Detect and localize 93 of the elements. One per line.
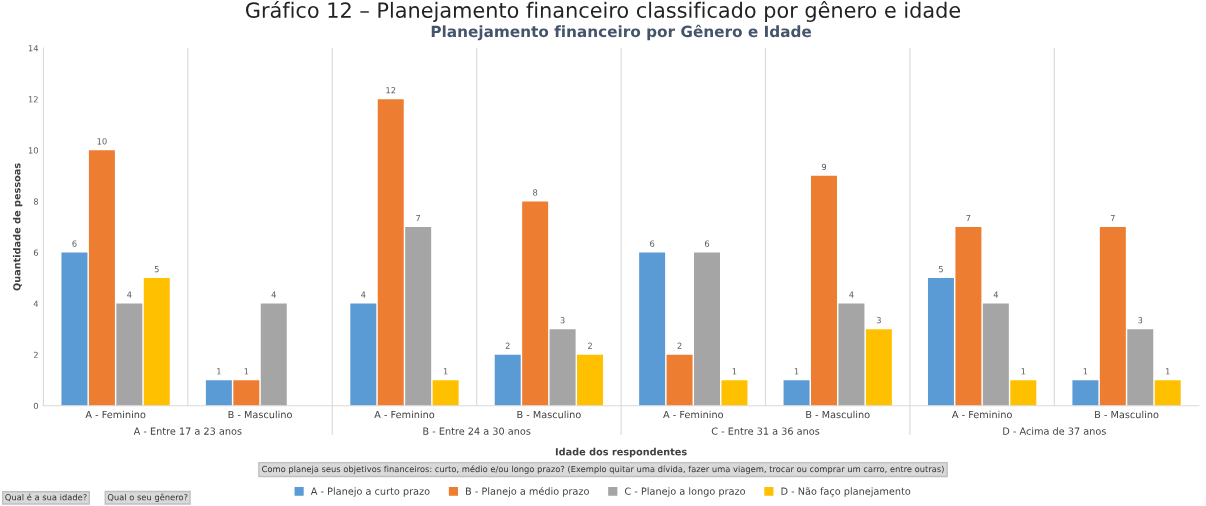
data-label: 7 <box>966 214 971 222</box>
data-label: 4 <box>993 291 999 298</box>
data-label: 3 <box>560 317 565 324</box>
legend-label: A - Planejo a curto prazo <box>310 487 430 497</box>
bar <box>549 329 576 406</box>
text: Qual é a sua idade? <box>5 493 87 502</box>
y-tick-label: 4 <box>33 300 39 307</box>
data-label: 1 <box>1021 368 1026 375</box>
data-label: 5 <box>154 266 159 273</box>
y-tick-label: 6 <box>33 249 39 256</box>
bar <box>666 354 693 406</box>
bar <box>783 380 810 406</box>
bar <box>143 278 170 406</box>
bar <box>432 380 459 406</box>
bar <box>1154 380 1181 406</box>
text: Como planeja seus objetivos financeiros: curto, médio e/ou longo prazo? (Exemplo quitar uma dívida, fazer uma viagem, trocar ou comprar um carro, entre outras) <box>262 465 944 474</box>
data-label: 2 <box>677 342 682 349</box>
bar <box>522 201 549 406</box>
legend-label: B - Planejo a médio prazo <box>466 486 589 497</box>
data-label: 2 <box>505 342 510 349</box>
bar <box>1127 329 1154 406</box>
bar <box>233 380 260 406</box>
data-label: 1 <box>732 368 737 375</box>
bar <box>1099 226 1126 406</box>
data-label: 3 <box>876 317 881 324</box>
y-tick-label: 12 <box>28 96 38 103</box>
bar <box>494 354 521 406</box>
data-label: 1 <box>1165 368 1170 375</box>
bar <box>1010 380 1037 406</box>
x-tick-label: A - Feminino <box>85 410 146 419</box>
y-tick-label: 2 <box>33 351 38 358</box>
bar <box>1072 380 1099 406</box>
bar <box>116 303 143 406</box>
text: D - Acima de 37 anos <box>1003 427 1106 435</box>
bar <box>260 303 287 406</box>
x-tick-label: B - Masculino <box>517 410 581 419</box>
data-label: 1 <box>1083 368 1088 375</box>
data-label: 6 <box>704 240 710 247</box>
text: Qual o seu gênero? <box>107 493 188 502</box>
data-label: 6 <box>650 240 655 247</box>
x-tick-label: A - Feminino <box>374 410 435 419</box>
bar <box>811 175 837 406</box>
y-tick-label: 10 <box>28 147 38 154</box>
bar <box>405 226 432 406</box>
bar <box>639 252 666 406</box>
bar <box>838 303 865 406</box>
data-label: 3 <box>1138 317 1143 324</box>
y-axis-title: Quantidade de pessoas <box>12 163 23 291</box>
legend-label: C - Planejo a longo prazo <box>624 487 746 497</box>
data-label: 4 <box>271 291 276 298</box>
data-label: 8 <box>533 189 538 196</box>
bar <box>577 354 604 406</box>
chart-title: Planejamento financeiro por Gênero e Idade <box>431 24 812 41</box>
data-label: 7 <box>416 214 421 222</box>
bar <box>350 303 377 406</box>
data-label: 1 <box>244 368 249 375</box>
bar <box>88 150 115 406</box>
y-tick-label: 14 <box>28 45 39 52</box>
y-tick-label: 8 <box>33 198 38 205</box>
data-label: 1 <box>443 368 448 375</box>
bar <box>721 380 748 406</box>
text: B - Entre 24 a 30 anos <box>423 427 531 435</box>
x-tick-label: B - Masculino <box>806 410 870 419</box>
data-label: 2 <box>588 342 592 349</box>
legend-label: D - Não faço planejamento <box>781 487 911 497</box>
bar <box>61 252 88 406</box>
data-label: 9 <box>821 163 827 171</box>
x-tick-label: A - Feminino <box>951 410 1012 419</box>
bar <box>205 380 232 406</box>
text: A - Entre 17 a 23 anos <box>133 427 242 435</box>
data-label: 4 <box>361 291 366 298</box>
data-label: 1 <box>217 368 221 375</box>
bar <box>982 303 1009 406</box>
x-axis-title: Idade dos respondentes <box>555 447 687 458</box>
bar <box>927 278 954 406</box>
bar <box>694 252 721 406</box>
bar <box>955 226 982 406</box>
data-label: 7 <box>1110 214 1115 222</box>
text: C - Entre 31 a 36 anos <box>711 427 820 435</box>
x-tick-label: A - Feminino <box>663 410 724 419</box>
bar <box>865 329 892 406</box>
data-label: 10 <box>97 138 107 145</box>
x-tick-label: B - Masculino <box>228 410 292 419</box>
data-label: 1 <box>794 368 799 375</box>
data-label: 6 <box>72 240 77 247</box>
text: Gráfico 12 – Planejamento financeiro classificado por gênero e idade <box>245 1 961 23</box>
data-label: 4 <box>849 291 854 298</box>
data-label: 12 <box>386 87 396 94</box>
y-tick-label: 0 <box>33 402 38 410</box>
data-label: 5 <box>938 266 943 273</box>
data-label: 4 <box>127 291 132 298</box>
bar <box>377 99 404 406</box>
x-tick-label: B - Masculino <box>1095 410 1159 419</box>
